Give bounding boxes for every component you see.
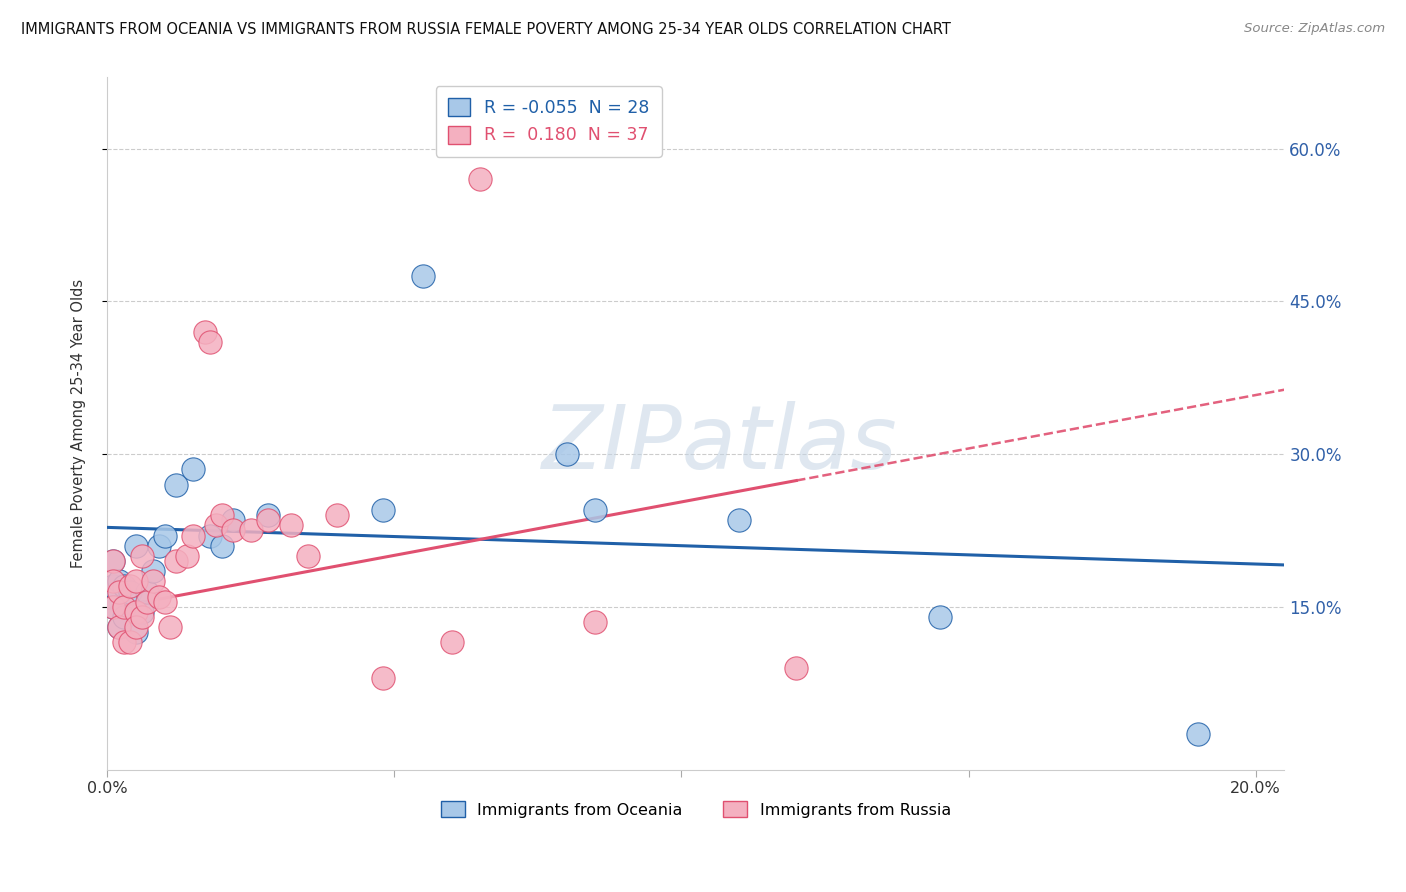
Point [101,599,124,614]
Point [257,508,280,523]
Point [165,554,187,568]
Point [125,574,148,589]
Point [200,528,222,542]
Point [205,518,228,533]
Point [136,595,159,609]
Point [257,513,280,527]
Point [142,574,165,589]
Point [159,620,181,634]
Point [107,584,129,599]
Point [153,595,176,609]
Point [280,518,302,533]
Point [125,605,148,619]
Point [107,620,129,634]
Point [118,584,141,599]
Point [176,549,198,563]
Point [181,528,204,542]
Point [165,477,187,491]
Point [107,620,129,634]
Point [239,524,262,538]
Point [131,549,153,563]
Point [583,503,606,517]
Legend: Immigrants from Oceania, Immigrants from Russia: Immigrants from Oceania, Immigrants from… [434,795,957,824]
Point [112,635,135,649]
Text: IMMIGRANTS FROM OCEANIA VS IMMIGRANTS FROM RUSSIA FEMALE POVERTY AMONG 25-34 YEA: IMMIGRANTS FROM OCEANIA VS IMMIGRANTS FR… [21,22,950,37]
Point [470,172,492,186]
Y-axis label: Female Poverty Among 25-34 Year Olds: Female Poverty Among 25-34 Year Olds [72,279,86,568]
Text: Source: ZipAtlas.com: Source: ZipAtlas.com [1244,22,1385,36]
Point [101,554,124,568]
Point [153,528,176,542]
Point [200,335,222,350]
Point [194,325,217,339]
Point [583,615,606,629]
Point [101,579,124,593]
Point [142,564,165,578]
Point [297,549,319,563]
Text: ZIPatlas: ZIPatlas [541,401,897,487]
Point [125,539,148,553]
Point [131,605,153,619]
Point [101,599,124,614]
Point [118,579,141,593]
Point [222,524,245,538]
Point [555,447,578,461]
Point [1187,727,1209,741]
Point [222,513,245,527]
Point [727,513,749,527]
Point [118,635,141,649]
Point [131,610,153,624]
Point [112,599,135,614]
Point [112,579,135,593]
Point [125,625,148,640]
Point [785,661,807,675]
Point [371,671,394,685]
Point [412,268,434,283]
Point [928,610,950,624]
Point [211,539,233,553]
Point [148,590,170,604]
Point [112,610,135,624]
Point [326,508,349,523]
Point [125,620,148,634]
Point [101,554,124,568]
Point [181,462,204,476]
Point [107,574,129,589]
Point [440,635,463,649]
Point [371,503,394,517]
Point [101,574,124,589]
Point [136,584,159,599]
Point [148,539,170,553]
Point [211,508,233,523]
